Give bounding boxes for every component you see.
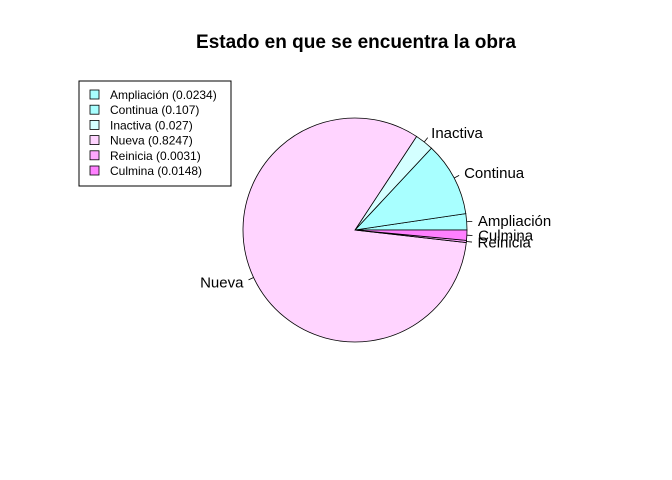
chart-title: Estado en que se encuentra la obra (196, 32, 516, 53)
pie-slice-continua (353, 147, 467, 231)
legend-swatch-culmina (89, 165, 100, 176)
pie-label-continua: Continua (464, 165, 525, 182)
legend-entry-ampliacion: Ampliación (0.0234) (110, 88, 217, 102)
pie-label-tick-continua (453, 175, 460, 179)
legend-swatch-continua (89, 104, 100, 115)
legend-entry-inactiva: Inactiva (0.027) (110, 118, 193, 132)
legend-swatch-inactiva (89, 120, 100, 130)
pie-label-nueva: Nueva (200, 274, 244, 291)
legend: Ampliación (0.0234)Continua (0.107)Inact… (78, 80, 232, 187)
legend-entry-reinicia: Reinicia (0.0031) (110, 149, 201, 163)
pie-label-reinicia: Reinicia (478, 235, 532, 252)
pie-slices (242, 117, 468, 343)
legend-entry-continua: Continua (0.107) (110, 103, 199, 117)
pie-labels: Ampliación Continua Inactiva Nueva ReiniciaC… (200, 125, 551, 291)
legend-entry-nueva: Nueva (0.8247) (110, 134, 193, 148)
legend-swatch-ampliacion (89, 89, 100, 100)
pie-slice-culmina (354, 229, 468, 241)
pie-label-inactiva: Inactiva (431, 125, 483, 142)
pie-label-culmina: Culmina (478, 228, 534, 245)
legend-swatch-nueva (89, 135, 100, 146)
pie-label-tick-nueva (248, 277, 254, 281)
pie-label-tick-inactiva (423, 137, 429, 143)
legend-entry-culmina: Culmina (0.0148) (110, 164, 202, 178)
legend-swatch-reinicia (89, 150, 100, 161)
pie-label-ampliacion: Ampliación (478, 213, 551, 230)
pie-label-tick-reinicia (466, 241, 473, 243)
legend-box (78, 80, 232, 187)
